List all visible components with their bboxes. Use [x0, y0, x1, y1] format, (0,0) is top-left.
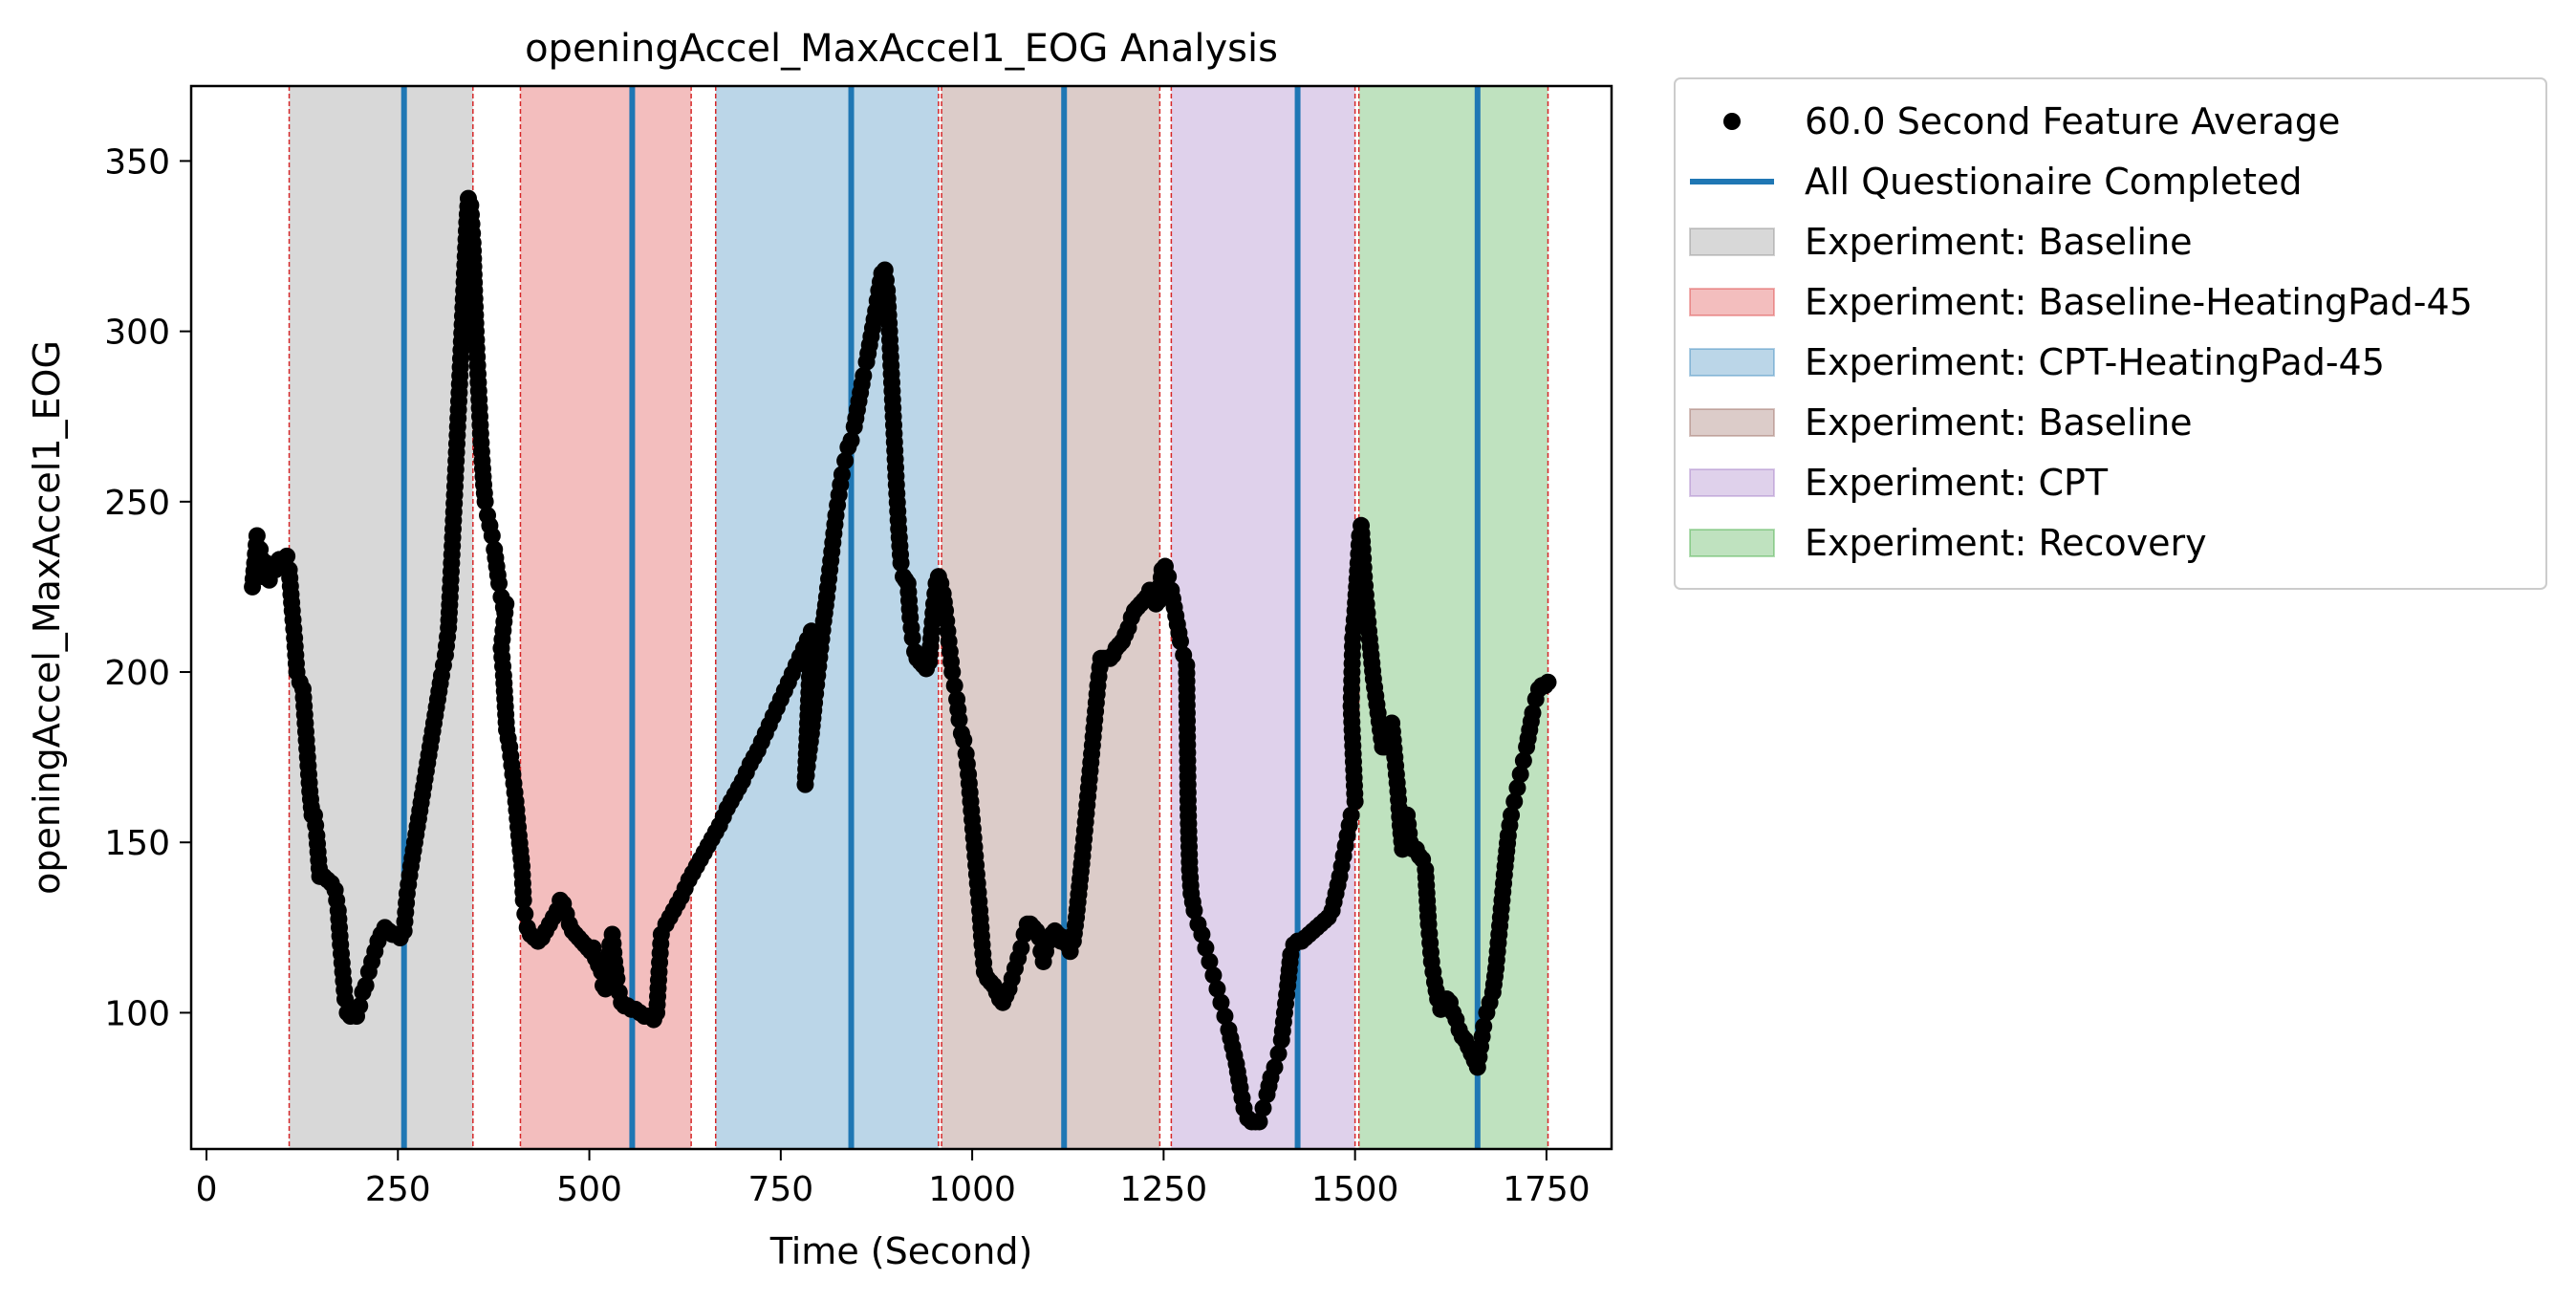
y-tick-label: 350 — [104, 142, 170, 182]
data-point — [950, 710, 968, 728]
x-tick-label: 250 — [365, 1170, 431, 1209]
legend-box — [1674, 77, 2547, 590]
data-point — [1208, 980, 1226, 998]
data-point — [833, 466, 851, 484]
x-tick-label: 0 — [196, 1170, 218, 1209]
legend-label: Experiment: Baseline — [1805, 221, 2193, 263]
data-point — [514, 891, 532, 909]
data-point — [836, 452, 855, 470]
chart-title: openingAccel_MaxAccel1_EOG Analysis — [525, 27, 1278, 71]
data-point — [855, 366, 873, 384]
data-point — [1266, 1058, 1284, 1076]
plot-area — [244, 86, 1557, 1149]
y-axis: 100 150 200 250 300 350 — [104, 142, 191, 1033]
questionnaire-layer — [400, 86, 1481, 1149]
x-tick-label: 750 — [747, 1170, 813, 1209]
data-point — [476, 492, 494, 510]
y-tick-label: 250 — [104, 484, 170, 523]
legend-label: Experiment: Recovery — [1805, 522, 2207, 564]
x-tick-label: 1250 — [1120, 1170, 1208, 1209]
data-point — [945, 677, 963, 695]
y-tick-label: 150 — [104, 824, 170, 863]
data-point — [943, 663, 962, 682]
data-point — [1185, 901, 1203, 920]
legend-patch-icon — [1689, 468, 1775, 497]
legend-label: Experiment: CPT — [1805, 462, 2109, 504]
data-point — [1503, 806, 1521, 824]
data-point — [842, 431, 860, 449]
data-point — [1193, 925, 1211, 943]
y-tick-label: 200 — [104, 654, 170, 693]
data-point — [490, 575, 509, 593]
legend-label: All Questionaire Completed — [1805, 161, 2303, 203]
data-point — [1212, 993, 1230, 1011]
legend: 60.0 Second Feature Average All Questiona… — [1674, 77, 2547, 590]
x-axis: 0 250 500 750 1000 1250 1500 1750 — [196, 1149, 1591, 1209]
data-point — [516, 905, 534, 923]
data-point — [248, 527, 266, 545]
y-tick-label: 100 — [104, 994, 170, 1033]
legend-label: Experiment: Baseline — [1805, 401, 2193, 444]
data-point — [1012, 939, 1030, 957]
data-point — [1475, 1017, 1493, 1035]
x-tick-label: 1000 — [928, 1170, 1016, 1209]
legend-marker-icon — [1723, 113, 1741, 130]
data-point — [1216, 1008, 1234, 1025]
data-point — [892, 553, 910, 572]
data-point — [1539, 673, 1557, 691]
x-axis-label: Time (Second) — [769, 1230, 1033, 1272]
data-point — [278, 547, 296, 565]
data-point — [1505, 792, 1524, 811]
data-point — [1250, 1113, 1268, 1131]
data-point — [1508, 779, 1526, 797]
plot-frame — [189, 84, 1613, 1151]
data-point — [1254, 1099, 1272, 1117]
legend-patch-icon — [1689, 529, 1775, 557]
data-point — [1524, 704, 1542, 722]
data-point — [1159, 568, 1178, 586]
x-tick-label: 1750 — [1503, 1170, 1591, 1209]
data-point — [1204, 966, 1223, 985]
data-point — [1197, 939, 1215, 957]
experiment-region-6 — [1358, 86, 1548, 1149]
legend-label: Experiment: Baseline-HeatingPad-45 — [1805, 281, 2473, 323]
points-layer — [244, 189, 1557, 1131]
x-tick-label: 1500 — [1311, 1170, 1399, 1209]
data-point — [336, 990, 355, 1008]
legend-label: Experiment: CPT-HeatingPad-45 — [1805, 341, 2385, 383]
data-point — [608, 969, 626, 987]
legend-patch-icon — [1689, 288, 1775, 316]
data-point — [1342, 806, 1360, 824]
data-point — [357, 976, 375, 994]
legend-patch-icon — [1689, 408, 1775, 437]
data-point — [903, 629, 921, 647]
experiment-region-5 — [1171, 86, 1355, 1149]
data-point — [955, 731, 973, 749]
data-point — [1514, 751, 1532, 770]
data-point — [1201, 952, 1219, 970]
legend-patch-icon — [1689, 348, 1775, 377]
data-point — [1171, 632, 1189, 650]
y-tick-label: 300 — [104, 314, 170, 353]
y-axis-label: openingAccel_MaxAccel1_EOG — [26, 340, 68, 895]
data-point — [1511, 765, 1529, 783]
legend-patch-icon — [1689, 228, 1775, 256]
legend-label: 60.0 Second Feature Average — [1805, 100, 2340, 142]
data-point — [483, 527, 501, 545]
x-tick-label: 500 — [556, 1170, 622, 1209]
data-point — [351, 997, 369, 1015]
data-point — [1269, 1045, 1288, 1063]
